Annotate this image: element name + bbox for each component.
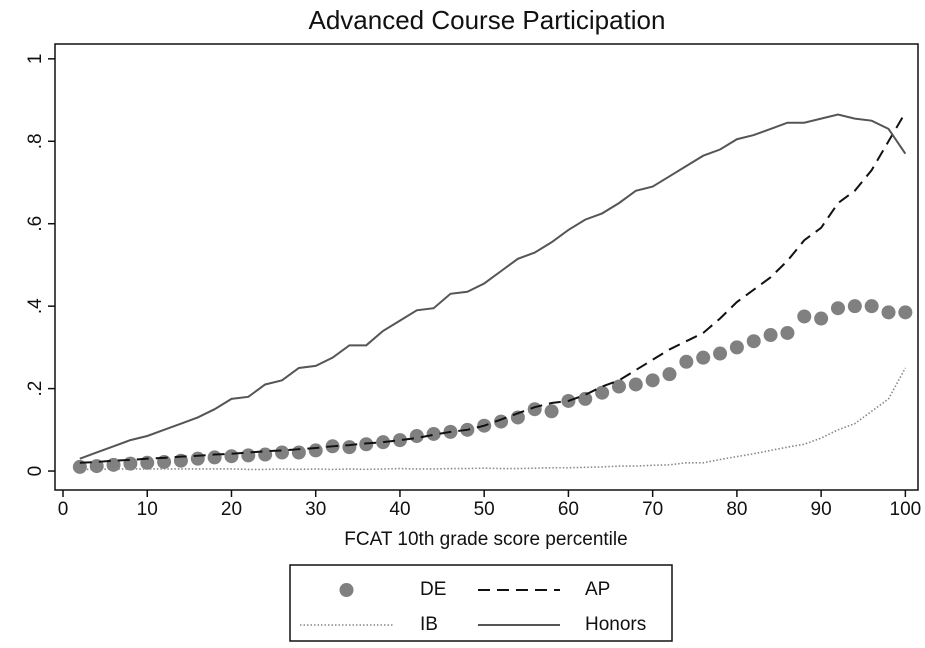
- data-point: [662, 367, 677, 382]
- x-tick-label: 90: [811, 499, 832, 520]
- y-tick-label: .8: [25, 133, 46, 149]
- data-point: [190, 451, 205, 466]
- x-axis-label: FCAT 10th grade score percentile: [344, 529, 627, 550]
- y-tick-label: .6: [25, 216, 46, 232]
- legend-label: DE: [420, 579, 446, 600]
- x-tick-label: 40: [389, 499, 410, 520]
- data-point: [595, 385, 610, 400]
- data-point: [426, 426, 441, 441]
- legend-box: [289, 564, 673, 642]
- legend-label: AP: [585, 579, 610, 600]
- data-point: [376, 435, 391, 450]
- plot-frame: [54, 43, 919, 491]
- data-point: [679, 354, 694, 369]
- legend-label: Honors: [585, 614, 646, 635]
- data-point: [830, 301, 845, 316]
- data-point: [241, 448, 256, 463]
- legend-marker: [339, 583, 354, 597]
- x-tick-label: 10: [137, 499, 158, 520]
- data-point: [628, 377, 643, 392]
- data-point: [392, 433, 407, 448]
- data-point: [780, 325, 795, 340]
- data-point: [527, 402, 542, 417]
- series-line: [79, 367, 907, 471]
- y-tick-label: .2: [25, 381, 46, 397]
- x-tick-label: 20: [221, 499, 242, 520]
- data-point: [275, 445, 290, 460]
- data-point: [797, 309, 812, 324]
- data-point: [898, 305, 913, 320]
- x-tick-label: 30: [305, 499, 326, 520]
- data-point: [864, 299, 879, 314]
- data-point: [342, 440, 357, 455]
- data-point: [746, 334, 761, 349]
- data-point: [763, 328, 778, 343]
- series-line: [79, 111, 907, 464]
- data-point: [729, 340, 744, 355]
- y-tick-label: .4: [25, 298, 46, 314]
- data-point: [814, 311, 829, 326]
- data-point: [409, 429, 424, 444]
- data-point: [847, 299, 862, 314]
- series-line: [79, 113, 907, 460]
- data-point: [207, 450, 222, 465]
- x-tick-label: 70: [642, 499, 663, 520]
- data-point: [578, 391, 593, 406]
- chart-title: Advanced Course Participation: [309, 5, 666, 35]
- x-tick-label: 50: [474, 499, 495, 520]
- y-tick-label: 0: [25, 466, 46, 477]
- data-point: [611, 379, 626, 394]
- data-point: [544, 404, 559, 419]
- data-point: [308, 443, 323, 458]
- data-point: [713, 346, 728, 361]
- data-point: [645, 373, 660, 388]
- data-point: [224, 449, 239, 464]
- y-tick-label: 1: [25, 54, 46, 65]
- data-point: [696, 350, 711, 365]
- data-point: [291, 445, 306, 460]
- x-tick-label: 100: [890, 499, 922, 520]
- x-tick-label: 0: [58, 499, 69, 520]
- x-tick-label: 60: [558, 499, 579, 520]
- data-point: [258, 447, 273, 462]
- x-tick-label: 80: [726, 499, 747, 520]
- data-point: [881, 305, 896, 320]
- legend-label: IB: [420, 614, 438, 635]
